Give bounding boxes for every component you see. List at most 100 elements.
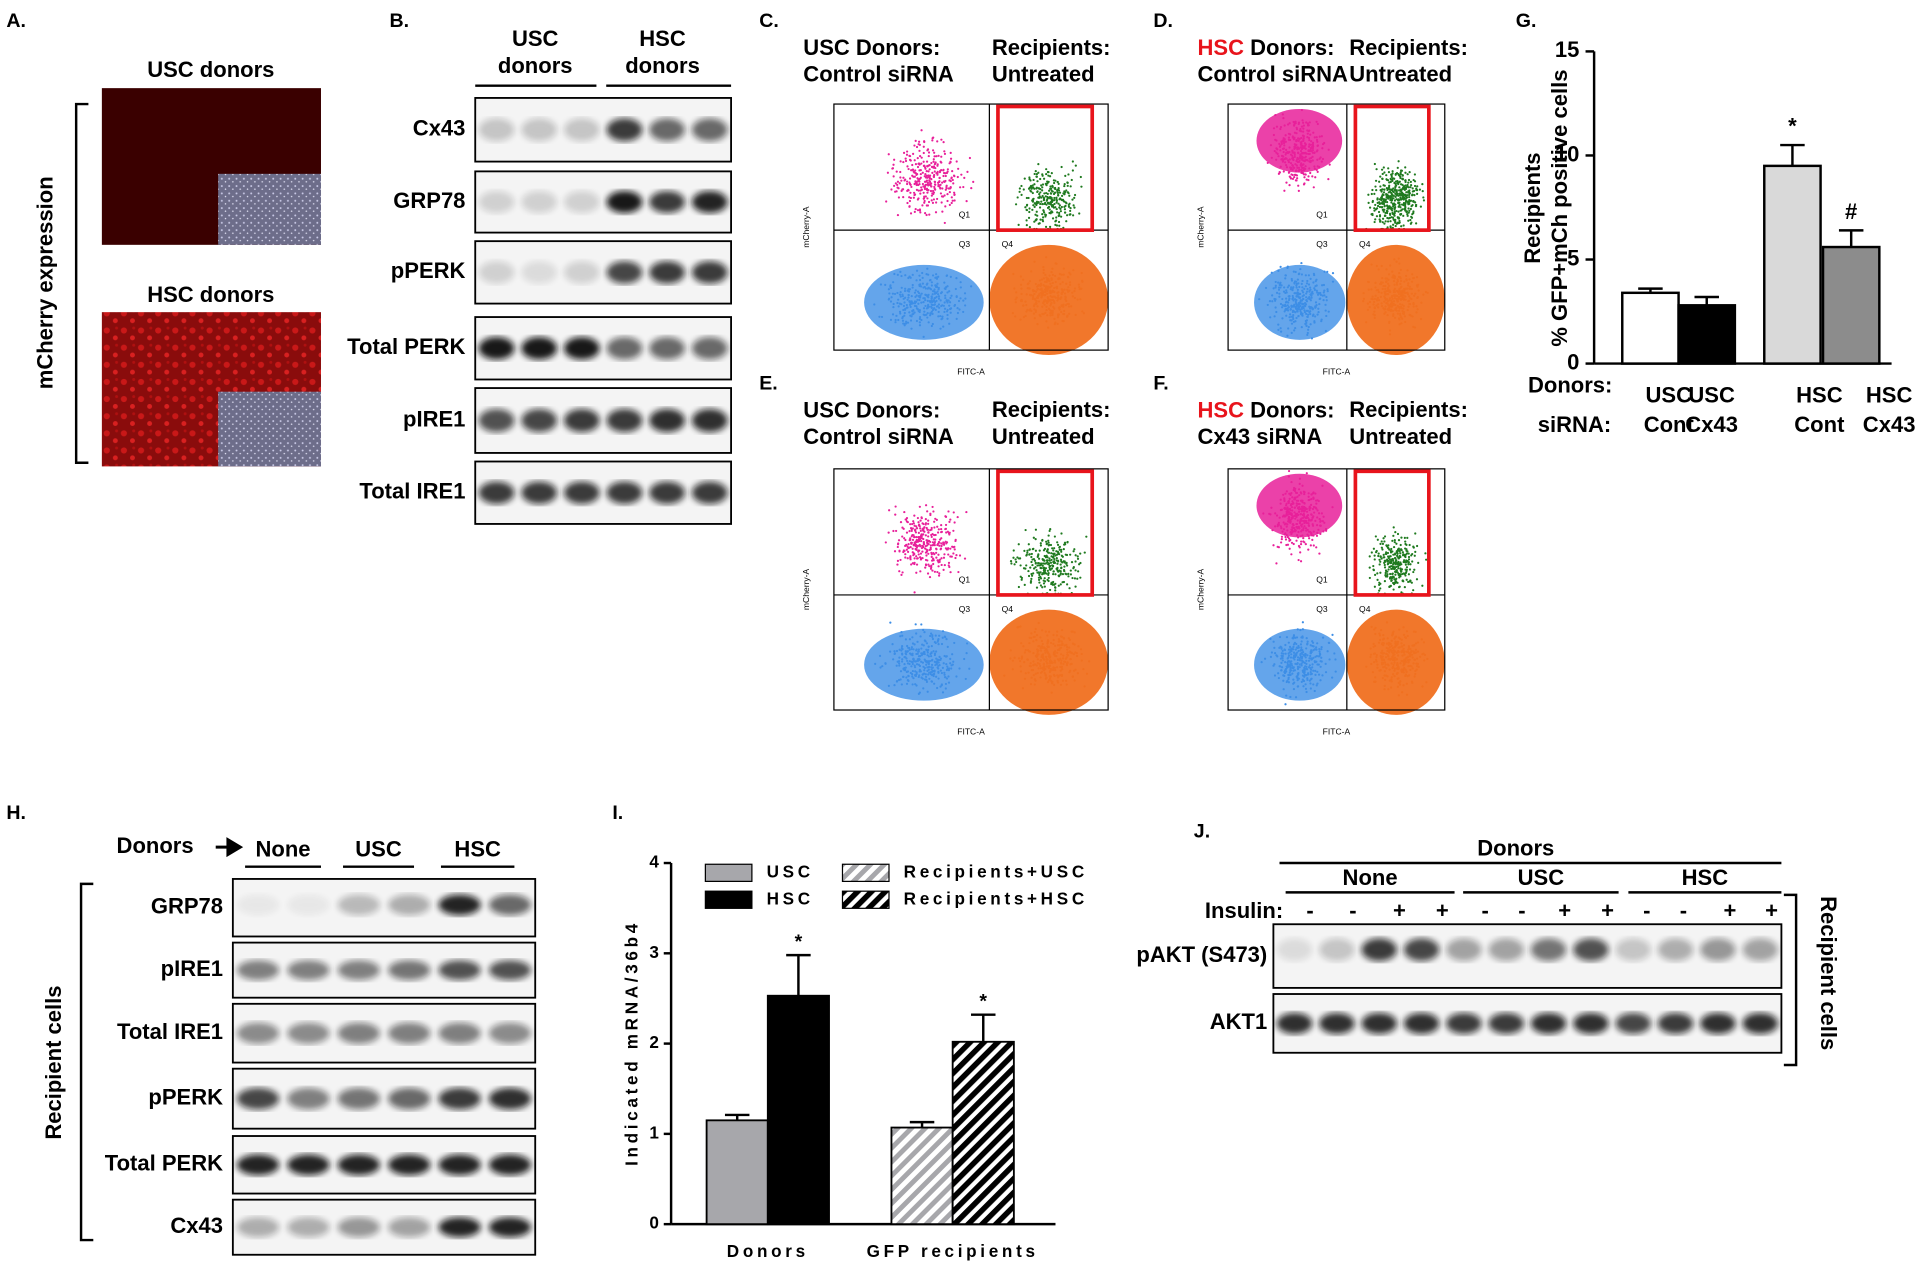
flow-dot [908,196,910,198]
flow-dot [1295,696,1297,698]
flow-dot [906,532,908,534]
flow-dot [956,296,958,298]
flow-dot [929,181,931,183]
flow-dot [912,554,914,556]
flow-dot [1393,284,1395,286]
flow-dot [1056,554,1058,556]
flow-dot [919,279,921,281]
flow-dot [1291,526,1293,528]
flow-dot [1028,176,1030,178]
flow-dot [1275,152,1277,154]
flow-dot [1043,304,1045,306]
flow-dot [1400,190,1402,192]
flow-dot [940,657,942,659]
flow-dot [1044,215,1046,217]
flow-dot [1269,513,1271,515]
flow-dot [1297,185,1299,187]
flow-dot [1045,309,1047,311]
flow-dot [1397,222,1399,224]
flow-dot [937,288,939,290]
flow-dot [1300,540,1302,542]
flow-dot [922,678,924,680]
flow-dot [913,192,915,194]
flow-dot [1053,203,1055,205]
flow-dot [1289,522,1291,524]
flow-dot [1391,276,1393,278]
flow-dot [1369,656,1371,658]
flow-dot [918,648,920,650]
flow-dot [947,309,949,311]
flow-dot [923,631,925,633]
flow-dot [1043,197,1045,199]
flow-dot [1312,281,1314,283]
flow-dot [1280,140,1282,142]
flow-dot [931,284,933,286]
flow-dot [1052,570,1054,572]
flow-dot [1319,298,1321,300]
flow-dot [1307,297,1309,299]
flow-dot [1385,280,1387,282]
flow-dot [1405,197,1407,199]
flow-dot [917,197,919,199]
flow-dot [922,629,924,631]
flow-dot [1370,298,1372,300]
flow-dot [1067,191,1069,193]
flow-dot [1064,211,1066,213]
flow-dot [912,153,914,155]
flow-dot [1060,583,1062,585]
flow-dot [1291,154,1293,156]
flow-dot [1301,286,1303,288]
flow-dot [896,563,898,565]
flow-dot [1311,640,1313,642]
flow-dot [1286,335,1288,337]
flow-dot [902,188,904,190]
flow-dot [1025,209,1027,211]
blot-band [479,481,515,503]
flow-dot [1281,306,1283,308]
flow-dot [904,288,906,290]
flow-dot [1325,530,1327,532]
flow-dot [958,300,960,302]
flow-dot [920,285,922,287]
flow-dot [1019,187,1021,189]
flow-dot [1405,201,1407,203]
flow-dot [1386,621,1388,623]
flow-dot [906,180,908,182]
flow-dot [1381,197,1383,199]
flow-dot [966,200,968,202]
flow-title: Untreated [992,62,1095,87]
flow-dot [1316,136,1318,138]
flow-dot [904,290,906,292]
flow-dot [1050,642,1052,644]
flow-dot [945,528,947,530]
flow-dot [1312,293,1314,295]
flow-dot [1048,206,1050,208]
flow-dot [1054,669,1056,671]
flow-dot [928,151,930,153]
flow-dot [1293,655,1295,657]
flow-dot [1274,286,1276,288]
flow-dot [1294,530,1296,532]
flow-dot [1406,683,1408,685]
flow-dot [1321,284,1323,286]
flow-dot [1024,178,1026,180]
flow-title: Control siRNA [1197,62,1348,87]
flow-dot [1306,668,1308,670]
flow-dot [1412,277,1414,279]
blot-band [564,261,600,283]
flow-dot [916,648,918,650]
blot-band [607,337,643,359]
flow-dot [915,653,917,655]
flow-dot [1056,287,1058,289]
flow-dot [1040,647,1042,649]
flow-dot [909,556,911,558]
flow-dot [1308,146,1310,148]
flow-dot [907,547,909,549]
flow-dot [1045,277,1047,279]
flow-dot [941,672,943,674]
flow-dot [924,173,926,175]
flow-dot [1284,161,1286,163]
flow-dot [1024,301,1026,303]
flow-dot [910,169,912,171]
flow-dot [1374,282,1376,284]
